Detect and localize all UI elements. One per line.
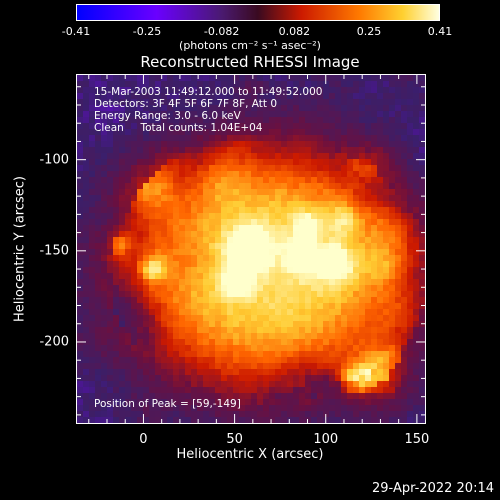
annotation-clean: Clean Total counts: 1.04E+04 bbox=[94, 122, 263, 134]
colorbar-tick-label: -0.41 bbox=[61, 25, 91, 38]
x-tick-label: 50 bbox=[226, 432, 243, 447]
colorbar-tick-label: 0.082 bbox=[278, 25, 311, 38]
plot-area bbox=[76, 74, 426, 424]
colorbar-tick-label: -0.082 bbox=[203, 25, 240, 38]
annotation-peak-position: Position of Peak = [59,-149] bbox=[94, 398, 241, 410]
y-tick-label: -200 bbox=[39, 334, 69, 350]
colorbar-tick-label: 0.25 bbox=[356, 25, 382, 38]
colorbar-unit-label: (photons cm⁻² s⁻¹ asec⁻²) bbox=[179, 39, 321, 52]
annotation-energy: Energy Range: 3.0 - 6.0 keV bbox=[94, 110, 241, 122]
colorbar-gradient bbox=[77, 5, 439, 20]
chart-title: Reconstructed RHESSI Image bbox=[140, 53, 360, 71]
x-tick-label: 150 bbox=[404, 432, 430, 447]
colorbar-tick-label: 0.41 bbox=[427, 25, 453, 38]
x-tick-label: 0 bbox=[139, 432, 148, 447]
annotation-detectors: Detectors: 3F 4F 5F 6F 7F 8F, Att 0 bbox=[94, 98, 278, 110]
annotation-time: 15-Mar-2003 11:49:12.000 to 11:49:52.000 bbox=[94, 86, 323, 98]
colorbar-tick-label: -0.25 bbox=[132, 25, 162, 38]
x-tick-label: 100 bbox=[313, 432, 339, 447]
colorbar bbox=[76, 4, 440, 21]
footer-date: 29-Apr-2022 20:14 bbox=[372, 481, 494, 496]
y-tick-label: -150 bbox=[39, 243, 69, 259]
y-tick-label: -100 bbox=[39, 152, 69, 168]
heatmap-image bbox=[77, 75, 425, 423]
x-axis-label: Heliocentric X (arcsec) bbox=[176, 447, 324, 462]
y-axis-label: Heliocentric Y (arcsec) bbox=[12, 176, 28, 322]
